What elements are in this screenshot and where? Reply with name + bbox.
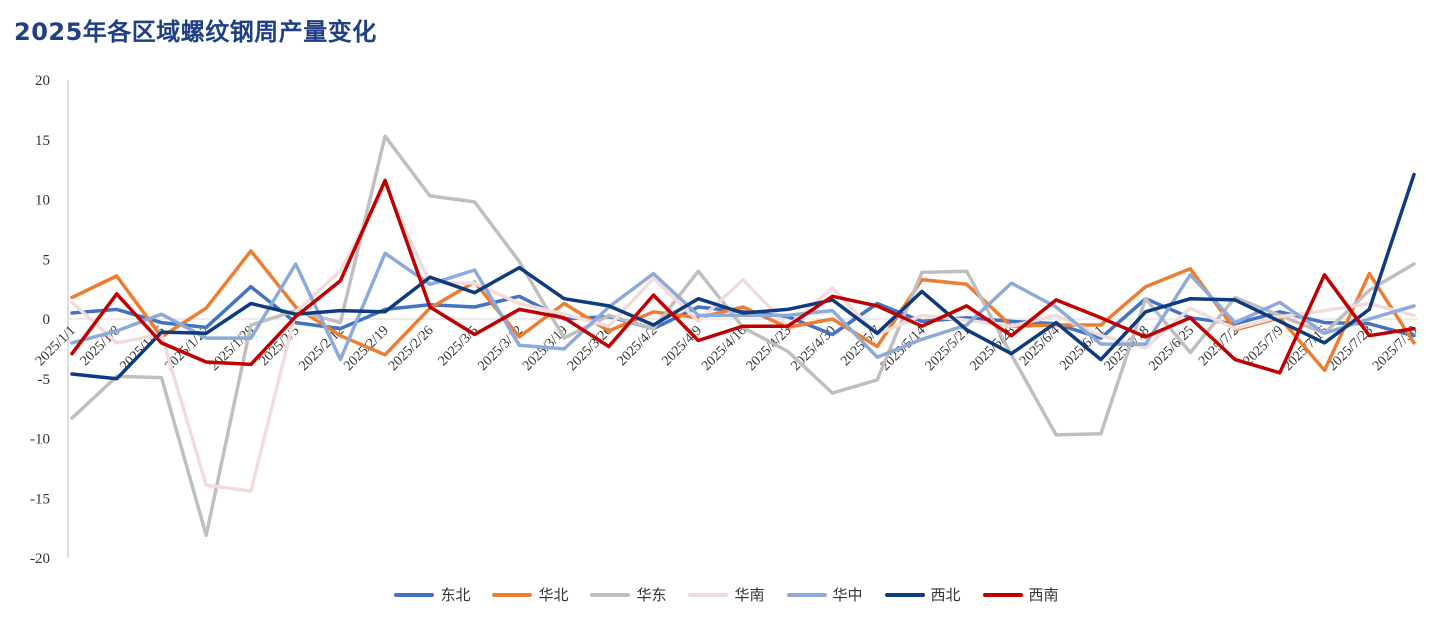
legend-item: 华中 (786, 584, 863, 605)
legend-swatch (492, 592, 533, 597)
legend-label: 西南 (1028, 586, 1059, 604)
series-line-华北 (70, 249, 1416, 373)
x-tick-label: 2025/2/26 (386, 323, 437, 374)
legend-swatch (394, 592, 435, 597)
legend-swatch (982, 592, 1023, 597)
x-tick-label: 2025/2/12 (296, 323, 347, 374)
legend-swatch (786, 592, 827, 597)
legend-item: 东北 (394, 584, 470, 605)
chart-title: 2025年各区域螺纹钢周产量变化 (14, 18, 377, 46)
y-tick-label: 15 (35, 133, 50, 149)
legend-label: 东北 (440, 586, 471, 604)
x-tick-label: 2025/3/5 (436, 323, 482, 369)
legend-swatch (688, 592, 729, 597)
legend-item: 西南 (982, 584, 1059, 605)
y-tick-label: 10 (35, 193, 50, 209)
y-tick-label: 0 (43, 312, 51, 328)
y-tick-label: -10 (30, 432, 50, 448)
x-tick-label: 2025/2/5 (257, 323, 303, 369)
x-tick-label: 2025/5/28 (967, 323, 1018, 374)
series-line-华南 (70, 183, 1416, 493)
legend-label: 华南 (734, 586, 765, 604)
x-tick-label: 2025/4/30 (789, 323, 840, 374)
y-tick-label: 5 (43, 252, 51, 268)
legend-item: 西北 (884, 584, 961, 605)
y-tick-label: -20 (30, 551, 50, 567)
series-lines (70, 134, 1416, 538)
y-tick-label: 20 (35, 73, 50, 89)
legend-label: 华中 (832, 586, 863, 604)
series-line-西南 (70, 178, 1416, 375)
series-line-西北 (70, 172, 1416, 381)
legend-item: 华北 (492, 584, 568, 605)
y-tick-label: -15 (30, 491, 50, 507)
legend-swatch (884, 592, 925, 597)
legend-label: 西北 (930, 586, 961, 604)
legend-item: 华南 (688, 584, 765, 605)
legend: 东北 华北 华东 华南 华中 西北 西南 (0, 584, 1453, 605)
y-axis-ticks: 20 15 10 5 0 -5 -10 -15 -20 (30, 73, 50, 567)
series-line-华中 (70, 251, 1416, 362)
legend-swatch (590, 592, 631, 597)
y-tick-label: -5 (38, 372, 51, 388)
legend-label: 华东 (636, 586, 667, 604)
x-tick-label: 2025/4/9 (659, 323, 705, 369)
legend-item: 华东 (590, 584, 666, 605)
legend-label: 华北 (538, 586, 569, 604)
x-tick-label: 2025/1/1 (33, 323, 79, 369)
